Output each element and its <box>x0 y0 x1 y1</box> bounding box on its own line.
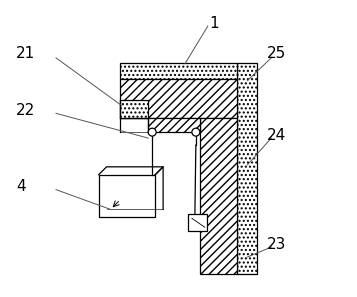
Polygon shape <box>120 100 148 118</box>
Text: 22: 22 <box>16 103 36 118</box>
Text: 4: 4 <box>16 179 26 194</box>
Text: 25: 25 <box>267 46 287 61</box>
Polygon shape <box>148 118 200 132</box>
Text: 23: 23 <box>267 237 287 252</box>
Text: 24: 24 <box>267 128 287 143</box>
Text: 1: 1 <box>210 16 220 31</box>
Polygon shape <box>200 118 237 274</box>
Polygon shape <box>120 63 237 79</box>
Polygon shape <box>237 63 257 274</box>
Circle shape <box>148 128 156 136</box>
Polygon shape <box>99 175 155 217</box>
Text: 21: 21 <box>16 46 36 61</box>
Polygon shape <box>120 79 237 118</box>
Polygon shape <box>188 214 207 231</box>
Circle shape <box>192 128 200 136</box>
